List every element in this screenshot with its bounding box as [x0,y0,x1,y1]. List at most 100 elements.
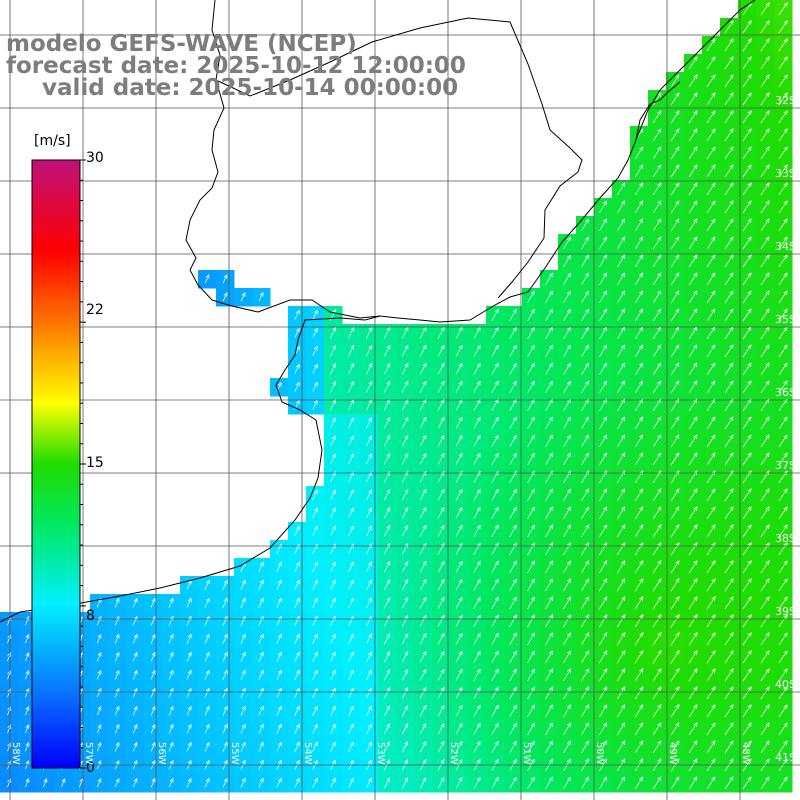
wind-arrow [581,218,589,232]
wind-arrow [598,596,608,610]
wind-arrow [617,398,626,412]
wind-arrow [114,723,120,734]
wind-arrow [581,380,589,393]
wind-arrow [473,416,481,429]
wind-arrow [96,723,102,734]
wind-arrow [294,651,300,662]
wind-arrow [401,740,409,753]
wind-arrow [599,686,608,700]
wind-arrow [527,290,535,303]
wind-arrow [581,578,590,592]
wind-arrow [670,668,680,682]
wind-arrow [383,434,391,447]
lon-label-48w: 48W [740,742,751,765]
wind-arrow [581,398,589,411]
wind-arrow [527,506,535,520]
wind-arrow [366,471,372,483]
wind-arrow [778,524,788,538]
wind-arrow [509,452,517,465]
wind-arrow [312,381,318,392]
wind-arrow [652,218,662,232]
wind-arrow [366,705,372,716]
wind-arrow [312,327,318,338]
wind-arrow [527,416,535,429]
wind-arrow [581,506,590,520]
wind-arrow [25,706,30,716]
wind-arrow [509,632,517,646]
wind-arrow [491,560,499,573]
wind-arrow [778,290,788,304]
wind-arrow [437,722,445,735]
wind-arrow [635,362,644,375]
wind-arrow [509,524,517,537]
wind-arrow [653,398,662,412]
wind-arrow [96,633,102,644]
wind-arrow [491,308,499,321]
wind-arrow [634,146,644,160]
wind-arrow [455,560,463,573]
wind-arrow [204,597,210,608]
wind-arrow [401,344,409,357]
wind-arrow [706,614,716,628]
wind-arrow [348,705,354,716]
wind-arrow [706,254,716,268]
wind-arrow [688,578,698,592]
wind-arrow [473,722,481,735]
wind-arrow [652,92,662,106]
wind-arrow [760,488,770,502]
wind-arrow [652,164,662,178]
wind-arrow [760,632,770,646]
wind-arrow [742,452,752,466]
wind-arrow [43,778,48,788]
lat-label-38s: 38S [775,532,796,545]
wind-arrow [634,596,644,610]
wind-arrow [617,290,626,304]
wind-arrow [599,524,608,538]
wind-arrow [688,182,698,196]
wind-arrow [688,668,698,682]
wind-arrow [760,2,770,16]
wind-arrow [760,200,770,214]
wind-arrow [670,182,680,196]
wind-arrow [383,578,391,591]
wind-arrow [599,272,608,286]
wind-arrow [545,308,553,321]
wind-arrow [329,344,337,357]
wind-arrow [168,633,174,644]
wind-arrow [509,362,517,375]
wind-arrow [635,218,644,232]
wind-arrow [617,722,626,736]
wind-arrow [760,578,770,592]
wind-arrow [545,524,553,538]
wind-arrow [419,524,427,537]
wind-arrow [132,723,138,734]
wind-arrow [760,38,770,52]
wind-arrow [168,777,174,788]
wind-arrow [706,686,716,700]
wind-arrow [366,453,372,465]
wind-arrow [240,687,246,698]
wind-arrow [330,561,336,573]
wind-arrow [599,254,608,268]
wind-arrow [706,668,716,682]
wind-arrow [724,92,734,106]
wind-arrow [670,416,680,430]
wind-arrow [491,668,499,681]
wind-arrow [383,452,391,465]
wind-arrow [383,506,391,519]
wind-arrow [760,506,770,520]
wind-arrow [670,290,680,304]
wind-arrow [401,380,409,393]
wind-arrow [724,614,734,628]
wind-arrow [527,308,535,321]
wind-arrow [329,380,337,393]
wind-arrow [742,506,752,520]
wind-arrow [742,632,752,646]
wind-arrow [545,704,553,718]
wind-arrow [635,398,644,412]
wind-arrow [670,92,680,106]
wind-arrow [258,669,264,680]
wind-arrow [401,596,409,609]
wind-arrow [688,614,698,628]
wind-arrow [294,579,300,590]
